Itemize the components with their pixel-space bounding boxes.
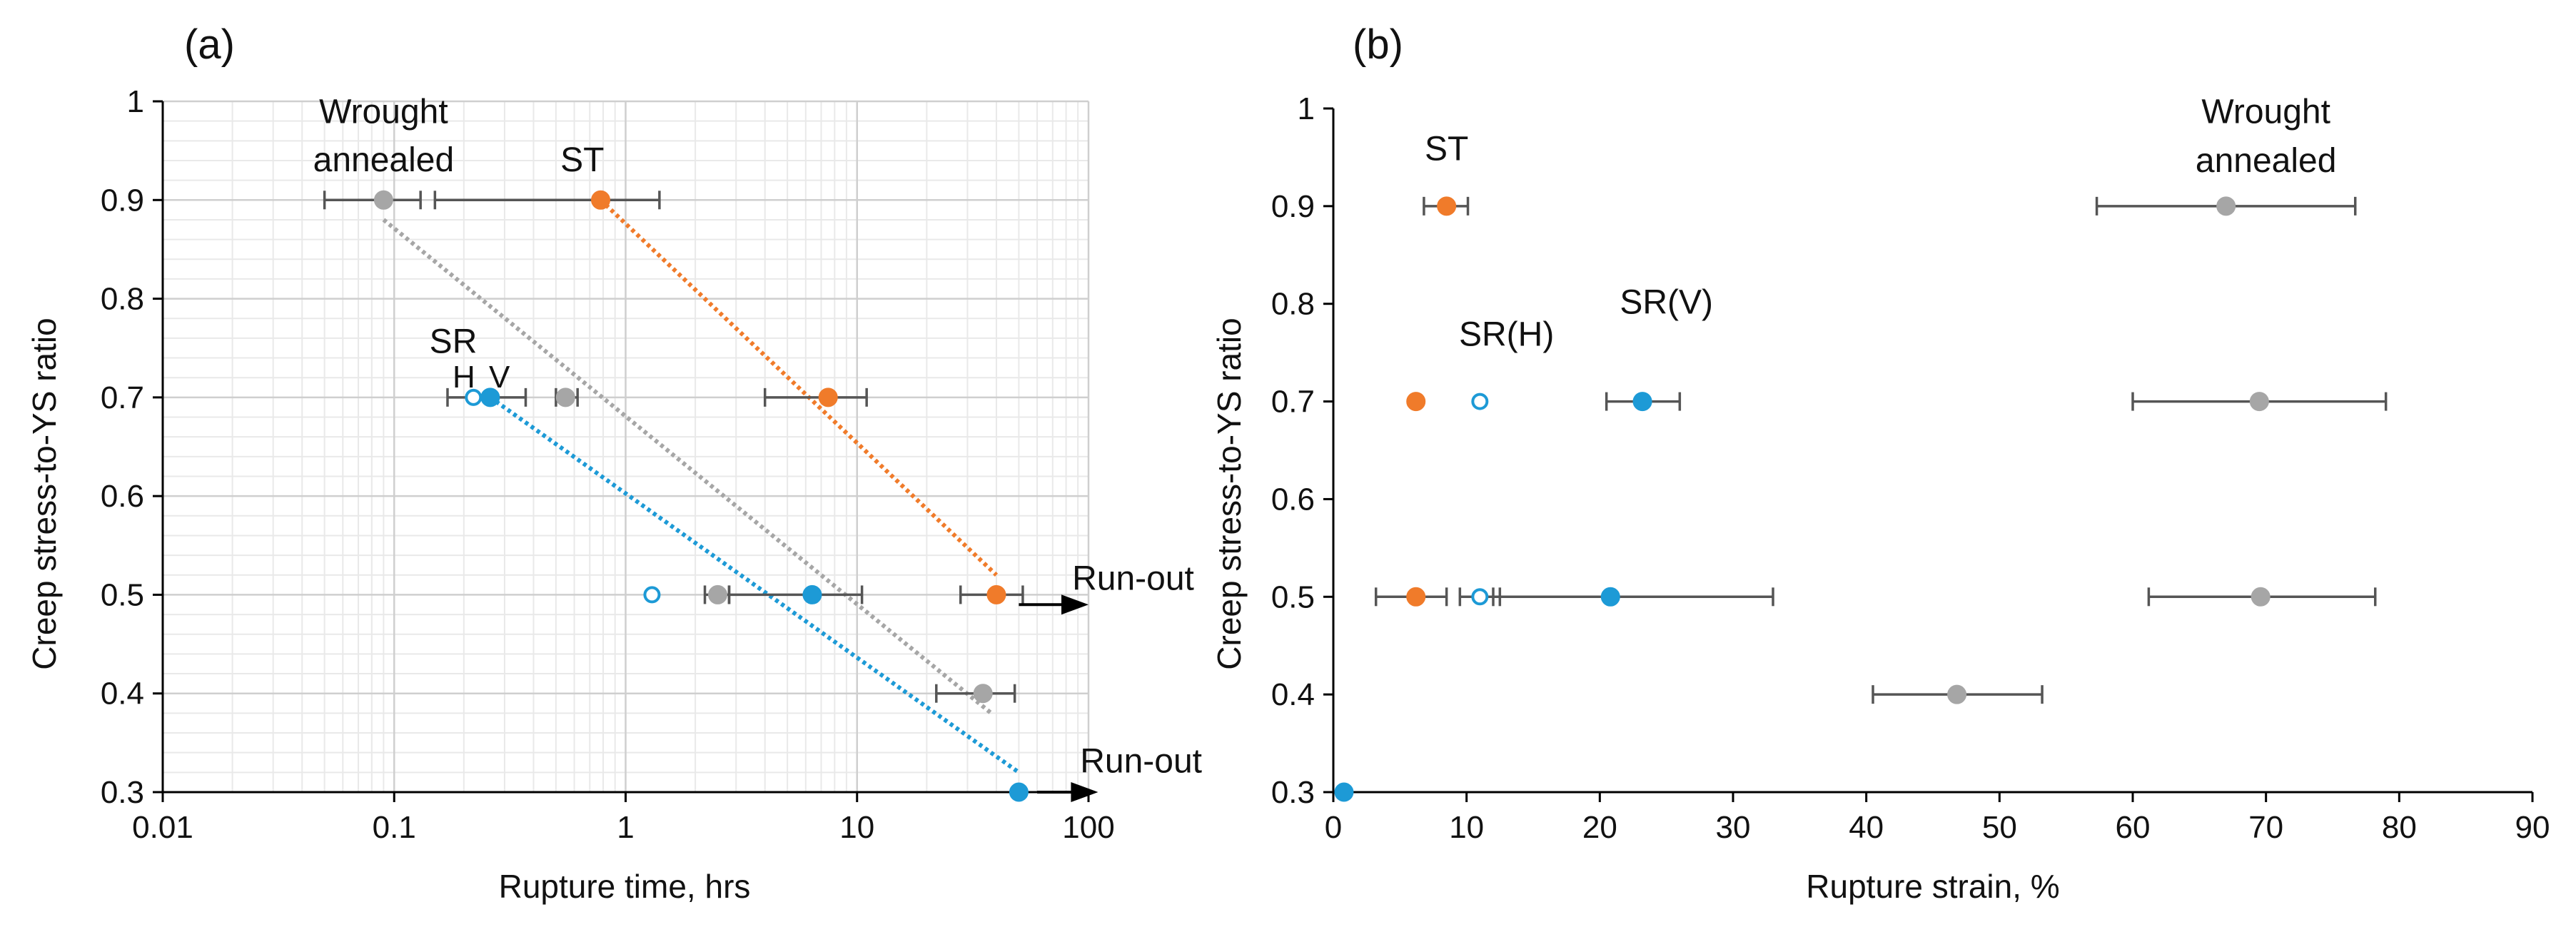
a-point-st xyxy=(591,190,611,210)
a-annotation-v: V xyxy=(489,360,510,395)
a-y-tick-label: 0.9 xyxy=(101,183,144,218)
a-point-wrought-annealed xyxy=(973,684,993,704)
a-annotation-wrought: Wrought xyxy=(319,93,448,131)
a-point-sr-h xyxy=(465,388,483,406)
b-y-tick-label: 0.5 xyxy=(1271,579,1315,614)
a-y-tick-label: 0.5 xyxy=(101,577,144,612)
b-point-sr-v xyxy=(1632,392,1652,412)
a-y-tick-label: 1 xyxy=(127,84,144,119)
b-x-tick-label: 80 xyxy=(2382,810,2417,845)
a-point-sr-h xyxy=(643,586,661,604)
panel-b-x-axis-title: Rupture strain, % xyxy=(1806,868,2059,905)
a-annotation-sr: SR xyxy=(430,323,478,361)
b-x-tick-label: 20 xyxy=(1582,810,1617,845)
b-x-tick-label: 50 xyxy=(1982,810,2017,845)
panel-a-marks xyxy=(323,190,1029,802)
b-y-tick-label: 0.3 xyxy=(1271,775,1315,810)
b-y-tick-label: 1 xyxy=(1298,91,1315,126)
b-x-tick-label: 70 xyxy=(2248,810,2283,845)
a-x-tick-label: 1 xyxy=(617,810,634,845)
a-y-tick-label: 0.6 xyxy=(101,479,144,514)
panel-a-grid xyxy=(163,100,1090,792)
b-x-tick-label: 90 xyxy=(2515,810,2550,845)
b-point-st xyxy=(1437,196,1457,216)
b-x-tick-label: 30 xyxy=(1716,810,1751,845)
a-point-wrought-annealed xyxy=(555,388,575,407)
panel-b-label: (b) xyxy=(1353,21,1403,68)
b-y-tick-label: 0.9 xyxy=(1271,189,1315,224)
panel-b-y-axis-title: Creep stress-to-YS ratio xyxy=(1211,318,1248,669)
b-annotation-st: ST xyxy=(1425,131,1468,168)
b-x-tick-label: 10 xyxy=(1449,810,1484,845)
panel-b-marks xyxy=(1334,196,2388,802)
a-annotation-annealed: annealed xyxy=(313,141,455,179)
a-trendline-st xyxy=(599,198,999,577)
a-point-st xyxy=(818,388,838,407)
a-trendline-wrought-annealed xyxy=(382,218,993,715)
a-x-tick-label: 100 xyxy=(1062,810,1114,845)
a-annotation-run-out: Run-out xyxy=(1072,560,1194,598)
a-x-tick-label: 0.1 xyxy=(373,810,416,845)
a-y-tick-label: 0.3 xyxy=(101,775,144,810)
b-point-wrought-annealed xyxy=(2216,196,2236,216)
b-x-tick-label: 0 xyxy=(1325,810,1342,845)
panel-a-ticks: 0.01 0.1 1 10 100 0.3 0.4 0.5 0.6 0.7 0.8 0.9 1 xyxy=(101,84,1115,845)
b-annotation-sr-v: SR(V) xyxy=(1620,283,1713,321)
a-annotation-h: H xyxy=(453,360,475,395)
a-x-tick-label: 10 xyxy=(839,810,874,845)
b-y-tick-label: 0.7 xyxy=(1271,385,1315,420)
b-y-tick-label: 0.8 xyxy=(1271,287,1315,322)
b-point-st xyxy=(1406,392,1426,412)
b-point-sr-h xyxy=(1471,588,1489,606)
b-point-wrought-annealed xyxy=(2249,392,2269,412)
b-point-wrought-annealed xyxy=(2251,587,2271,607)
panel-a-label: (a) xyxy=(184,21,235,68)
a-y-tick-label: 0.4 xyxy=(101,677,144,711)
a-point-sr-v xyxy=(802,584,822,604)
a-y-tick-label: 0.8 xyxy=(101,282,144,317)
panel-a-trendlines xyxy=(382,198,1021,774)
b-x-tick-label: 60 xyxy=(2116,810,2151,845)
panel-a: 0.01 0.1 1 10 100 0.3 0.4 0.5 0.6 0.7 0.8 0.9 1 Wrou… xyxy=(26,21,1202,905)
b-point-sr-v xyxy=(1600,587,1620,607)
b-annotation-wrought: Wrought xyxy=(2201,93,2330,131)
a-runout-arrow-head xyxy=(1071,782,1098,802)
a-trendline-sr-v xyxy=(489,395,1021,774)
a-point-wrought-annealed xyxy=(708,584,728,604)
b-point-sr-h xyxy=(1471,392,1489,410)
a-point-st xyxy=(986,584,1006,604)
a-x-tick-label: 0.01 xyxy=(132,810,193,845)
panel-a-annotations: Wrought annealed ST SRH V Run-out Run-out xyxy=(313,93,1202,802)
a-runout-arrow-head xyxy=(1061,594,1089,615)
panel-b-annotations: ST SR(H) SR(V) Wrought annealed xyxy=(1425,93,2336,354)
panel-b-axes xyxy=(1332,108,2532,794)
b-x-tick-label: 40 xyxy=(1849,810,1884,845)
b-point-st xyxy=(1406,587,1426,607)
a-annotation-run-out: Run-out xyxy=(1080,742,1202,780)
panel-a-y-axis-title: Creep stress-to-YS ratio xyxy=(26,318,63,669)
panel-b-ticks: 0 10 20 30 40 50 60 70 80 90 0.3 0.4 0.5 0.6 0.7 0.8 0.9… xyxy=(1271,91,2550,845)
b-point-wrought-annealed xyxy=(1947,684,1967,704)
b-annotation-annealed: annealed xyxy=(2196,142,2337,180)
a-point-wrought-annealed xyxy=(373,190,393,210)
b-y-tick-label: 0.4 xyxy=(1271,677,1315,712)
panel-a-x-axis-title: Rupture time, hrs xyxy=(499,868,751,905)
b-annotation-sr-h: SR(H) xyxy=(1459,316,1554,354)
b-point-sr-v xyxy=(1334,782,1354,802)
a-annotation-st: ST xyxy=(560,141,604,179)
a-point-sr-v xyxy=(1009,782,1029,802)
b-y-tick-label: 0.6 xyxy=(1271,482,1315,517)
a-y-tick-label: 0.7 xyxy=(101,380,144,415)
panel-b: 0 10 20 30 40 50 60 70 80 90 0.3 0.4 0.5 0.6 0.7 0.8 0.9… xyxy=(1211,21,2550,905)
